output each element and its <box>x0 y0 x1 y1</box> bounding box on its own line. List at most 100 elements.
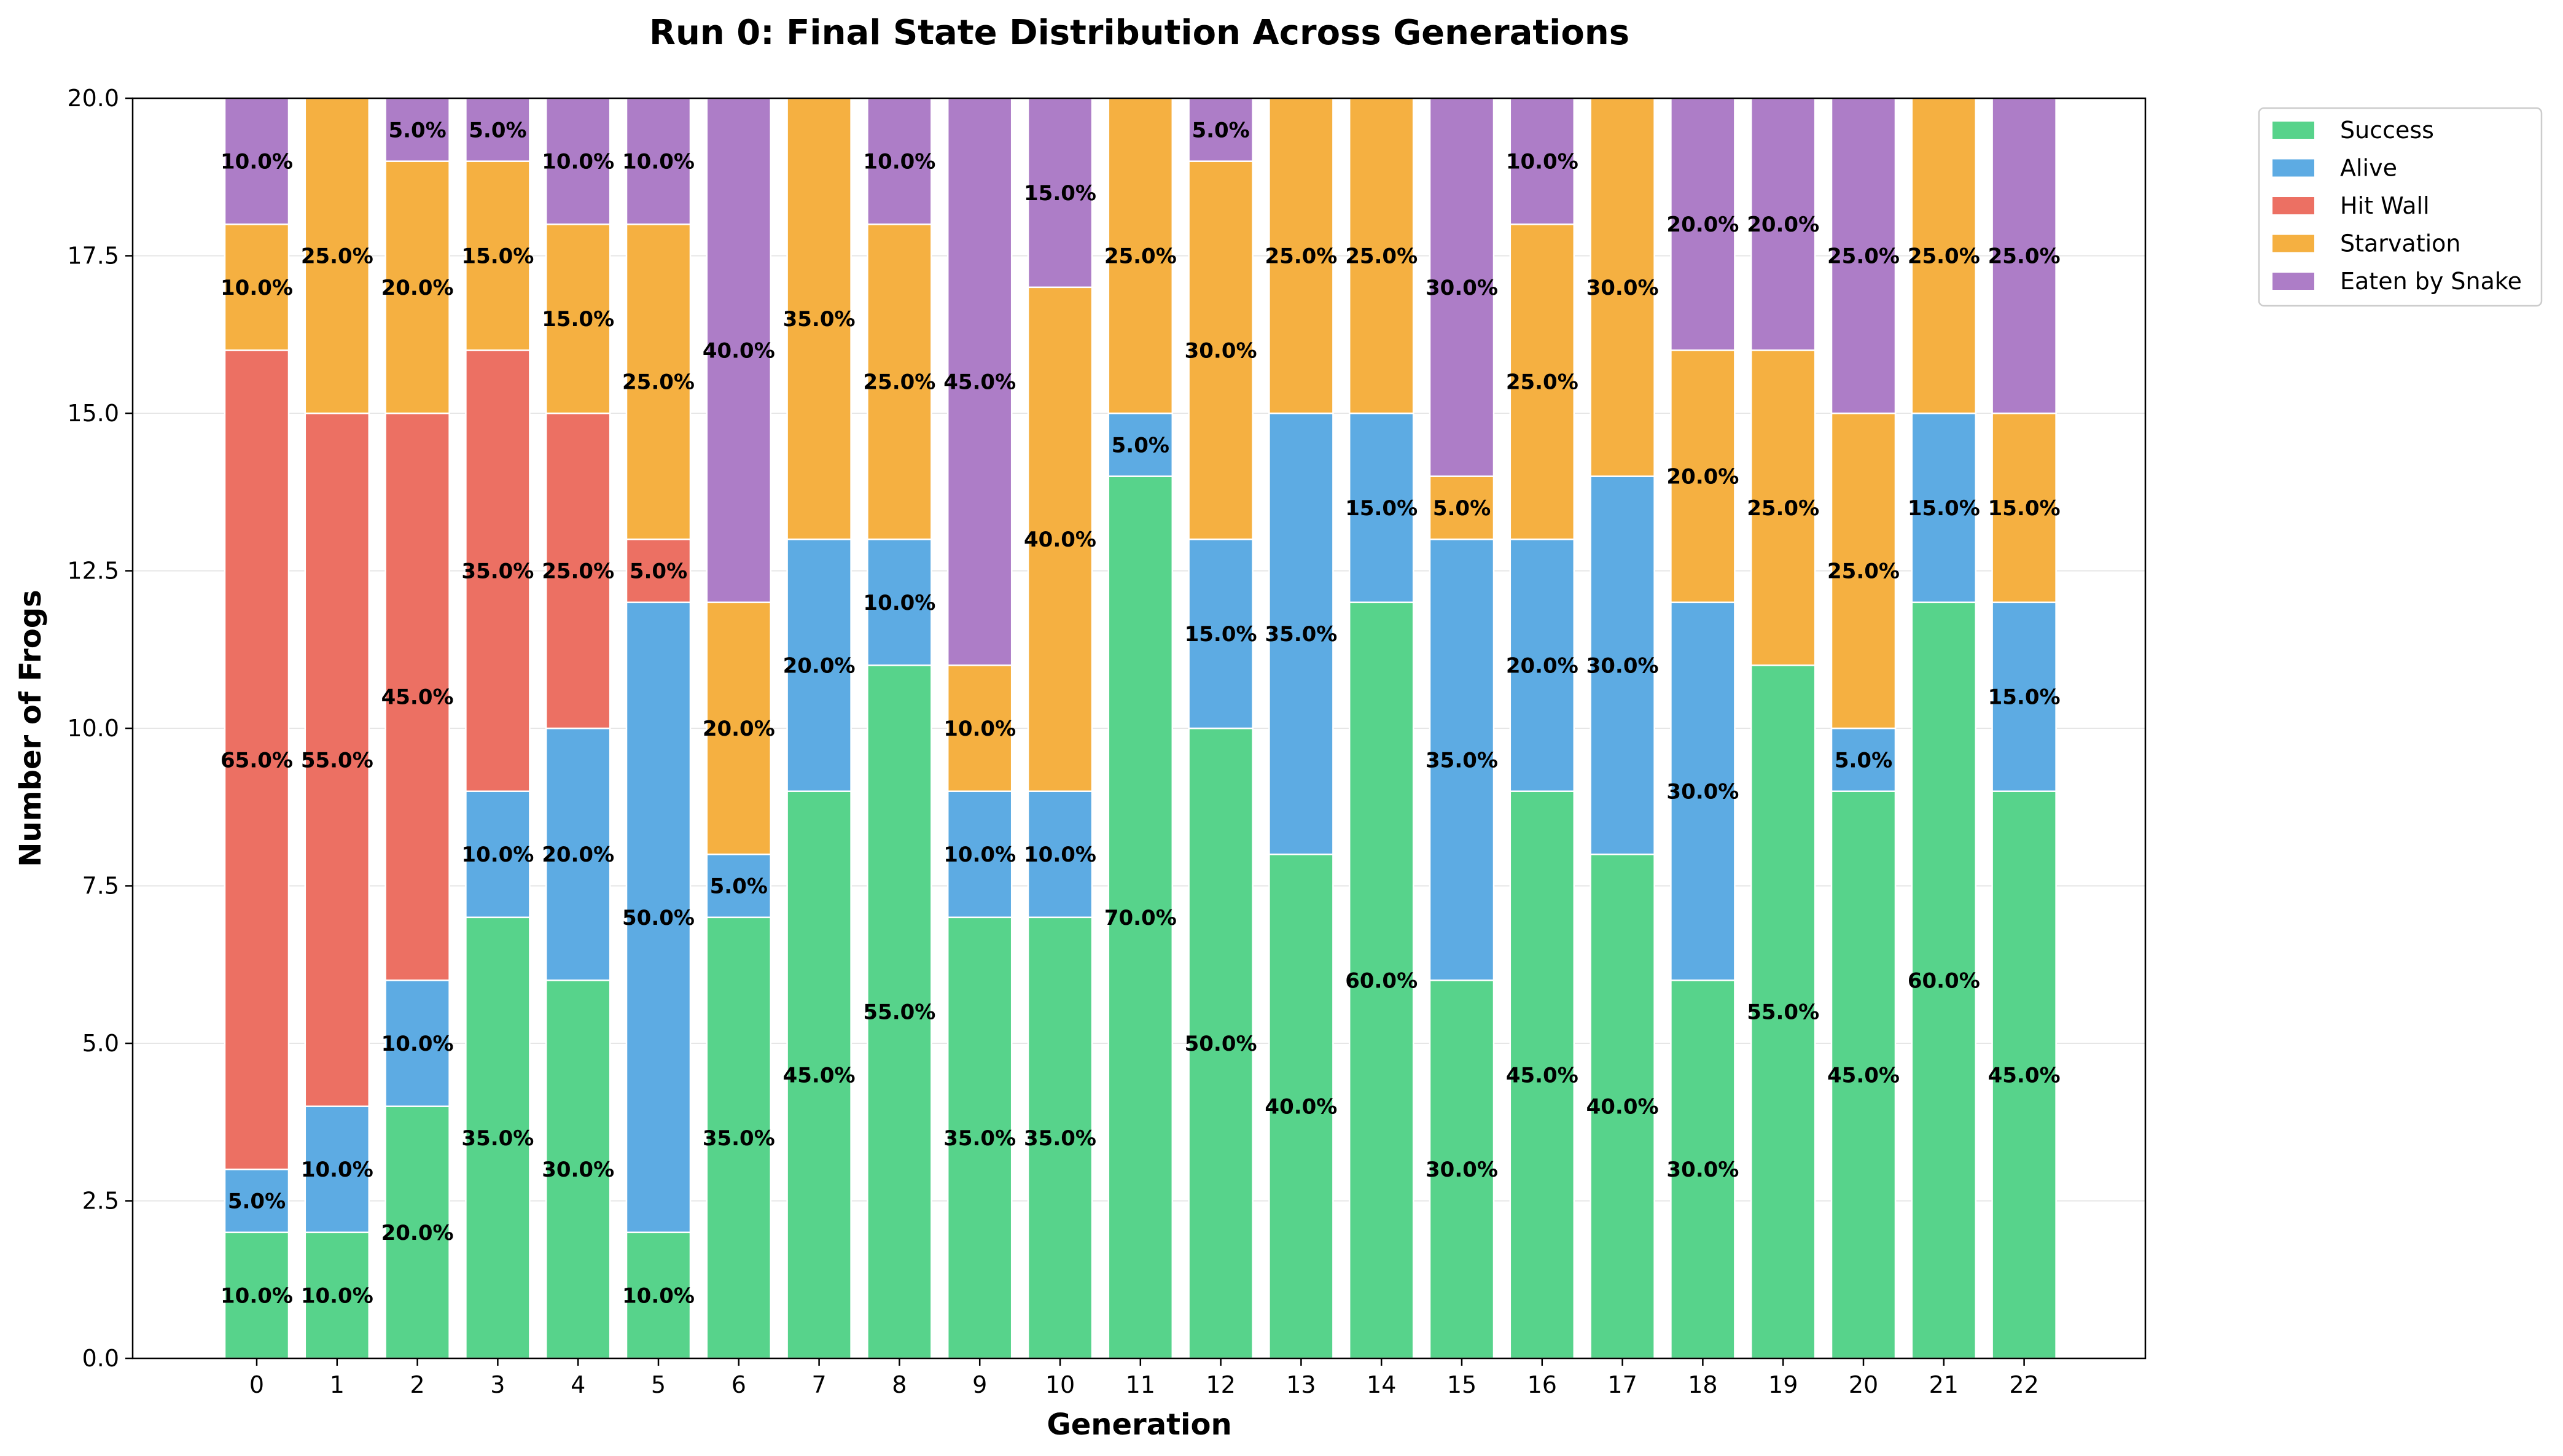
bar-segment <box>625 538 692 604</box>
bar-segment <box>1991 790 2057 1360</box>
data-label: 45.0% <box>381 685 454 710</box>
bar-segment <box>625 601 692 1234</box>
data-label: 40.0% <box>1024 528 1096 552</box>
data-label: 15.0% <box>1024 181 1096 206</box>
bar-segment <box>1027 790 1093 919</box>
x-tick-label: 0 <box>249 1371 264 1398</box>
legend-swatch <box>2272 122 2314 139</box>
bar-segment <box>1590 97 1655 477</box>
legend-label: Starvation <box>2340 230 2461 257</box>
data-label: 10.0% <box>863 591 935 615</box>
data-label: 10.0% <box>381 1032 454 1056</box>
data-label: 30.0% <box>1586 276 1659 300</box>
data-label: 10.0% <box>542 150 614 174</box>
data-label: 10.0% <box>220 150 293 174</box>
x-tick-label: 22 <box>2009 1371 2038 1398</box>
chart-title: Run 0: Final State Distribution Across G… <box>649 13 1629 53</box>
legend-box <box>2258 107 2543 307</box>
legend-label: Hit Wall <box>2340 192 2430 219</box>
data-label: 30.0% <box>1666 1158 1739 1182</box>
data-label: 15.0% <box>1988 685 2061 710</box>
data-label: 20.0% <box>542 843 614 867</box>
data-label: 10.0% <box>1506 150 1578 174</box>
bar-segment <box>946 916 1013 1360</box>
data-label: 20.0% <box>1666 465 1739 489</box>
data-label: 25.0% <box>1265 244 1337 269</box>
bar-segment <box>946 790 1013 919</box>
x-axis-ticks: 0 1 2 3 4 5 6 7 8 9 10 11 12 13 14 15 16 17 18 19 20 21 22 <box>249 1358 2039 1398</box>
bar-segment <box>1348 97 1414 415</box>
x-tick-label: 6 <box>731 1371 746 1398</box>
bar-segment <box>384 979 450 1107</box>
bar-segment <box>1670 601 1736 981</box>
bar-segment <box>1670 349 1736 604</box>
bar-segment <box>1268 412 1334 855</box>
bar-segment <box>384 1105 450 1360</box>
bar-segment <box>465 97 531 162</box>
legend: Success Alive Hit Wall Starvation Eaten by S… <box>2258 107 2543 307</box>
x-tick-label: 7 <box>812 1371 827 1398</box>
bar-segment <box>1590 475 1655 855</box>
bar-segment <box>786 790 852 1360</box>
data-label: 35.0% <box>1265 622 1337 647</box>
bar-segment <box>706 97 772 604</box>
bar-segment <box>545 979 611 1360</box>
data-label: 5.0% <box>1433 496 1491 521</box>
data-label: 25.0% <box>1827 244 1900 269</box>
data-label: 5.0% <box>710 874 768 899</box>
data-label: 60.0% <box>1908 968 1980 993</box>
legend-swatch <box>2272 273 2314 290</box>
data-label: 70.0% <box>1104 906 1177 930</box>
bar-segment <box>1991 601 2057 792</box>
bar-segment <box>1188 727 1254 1360</box>
data-label: 15.0% <box>1185 622 1257 647</box>
data-label: 15.0% <box>542 307 614 332</box>
data-label: 25.0% <box>542 559 614 584</box>
bar-segment <box>946 97 1013 666</box>
data-label: 15.0% <box>1988 496 2061 521</box>
legend-swatch <box>2272 197 2314 214</box>
x-tick-label: 9 <box>972 1371 987 1398</box>
data-label: 25.0% <box>622 370 695 395</box>
y-tick-label: 5.0 <box>82 1030 119 1057</box>
data-label: 5.0% <box>1192 118 1249 142</box>
bar-segment <box>706 853 772 919</box>
data-label: 35.0% <box>783 307 856 332</box>
data-label: 35.0% <box>461 559 534 584</box>
data-label: 40.0% <box>703 338 775 363</box>
data-label: 10.0% <box>622 1283 695 1308</box>
x-tick-label: 12 <box>1206 1371 1235 1398</box>
bar-segment <box>1991 412 2057 604</box>
bar-segment <box>1670 979 1736 1360</box>
data-label: 35.0% <box>1426 748 1498 773</box>
bar-segment <box>1027 916 1093 1360</box>
bar-segment <box>1911 97 1977 415</box>
data-label: 30.0% <box>1666 780 1739 804</box>
x-tick-label: 5 <box>651 1371 666 1398</box>
bar-segment <box>1268 853 1334 1360</box>
data-label: 10.0% <box>863 150 935 174</box>
legend-label: Success <box>2340 117 2434 144</box>
bar-segment <box>1991 97 2057 415</box>
data-label: 5.0% <box>1835 748 1892 773</box>
data-label: 25.0% <box>863 370 935 395</box>
x-tick-label: 20 <box>1849 1371 1878 1398</box>
data-label: 45.0% <box>1506 1063 1578 1088</box>
bar-segment <box>1830 97 1897 415</box>
data-label: 15.0% <box>1908 496 1980 521</box>
x-tick-label: 16 <box>1527 1371 1557 1398</box>
data-label: 10.0% <box>220 276 293 300</box>
bar-segment <box>625 97 692 225</box>
data-label: 25.0% <box>1747 496 1819 521</box>
legend-label: Eaten by Snake <box>2340 268 2522 295</box>
data-label: 5.0% <box>388 118 446 142</box>
y-axis-ticks: 0.0 2.5 5.0 7.5 10.0 12.5 15.0 17.5 20.0 <box>67 85 133 1372</box>
bar-segment <box>946 664 1013 792</box>
bar-segment <box>1268 97 1334 415</box>
x-tick-label: 19 <box>1768 1371 1798 1398</box>
legend-label: Alive <box>2340 155 2397 182</box>
data-label: 10.0% <box>461 843 534 867</box>
x-tick-label: 3 <box>490 1371 505 1398</box>
data-label: 25.0% <box>1988 244 2061 269</box>
